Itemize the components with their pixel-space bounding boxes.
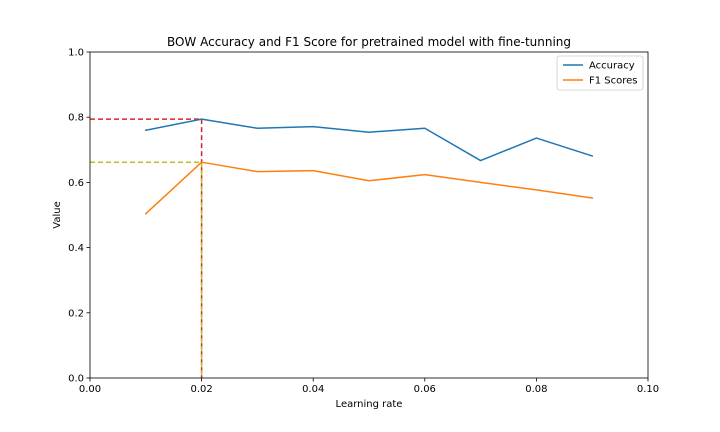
axes: 0.00 0.02 0.04 0.06 0.08 0.10 0.0 0.2 0.4 0.6 0.8 1…: [68, 48, 659, 396]
legend: Accuracy F1 Scores: [556, 55, 644, 91]
y-tick-label: 0.4: [68, 243, 84, 254]
y-tick-label: 0.8: [68, 113, 84, 124]
y-tick-label: 1.0: [68, 48, 84, 59]
x-axis-label: Learning rate: [336, 399, 403, 410]
x-tick-label: 0.06: [414, 384, 436, 395]
x-tick-label: 0.00: [79, 384, 101, 395]
x-tick-label: 0.10: [637, 384, 659, 395]
x-tick-label: 0.02: [190, 384, 212, 395]
x-tick-label: 0.08: [525, 384, 547, 395]
axes-frame: [89, 51, 649, 379]
x-tick-label: 0.04: [302, 384, 324, 395]
series-line-1: [144, 161, 594, 215]
y-tick-label: 0.0: [68, 374, 84, 385]
y-tick-label: 0.2: [68, 308, 84, 319]
legend-label: Accuracy: [589, 61, 635, 72]
y-axis-label: Value: [52, 201, 63, 228]
plot-area: [90, 118, 594, 378]
chart-title: BOW Accuracy and F1 Score for pretrained…: [167, 35, 571, 49]
y-tick-label: 0.6: [68, 178, 84, 189]
series-line-0: [144, 118, 594, 162]
legend-label: F1 Scores: [589, 76, 638, 87]
